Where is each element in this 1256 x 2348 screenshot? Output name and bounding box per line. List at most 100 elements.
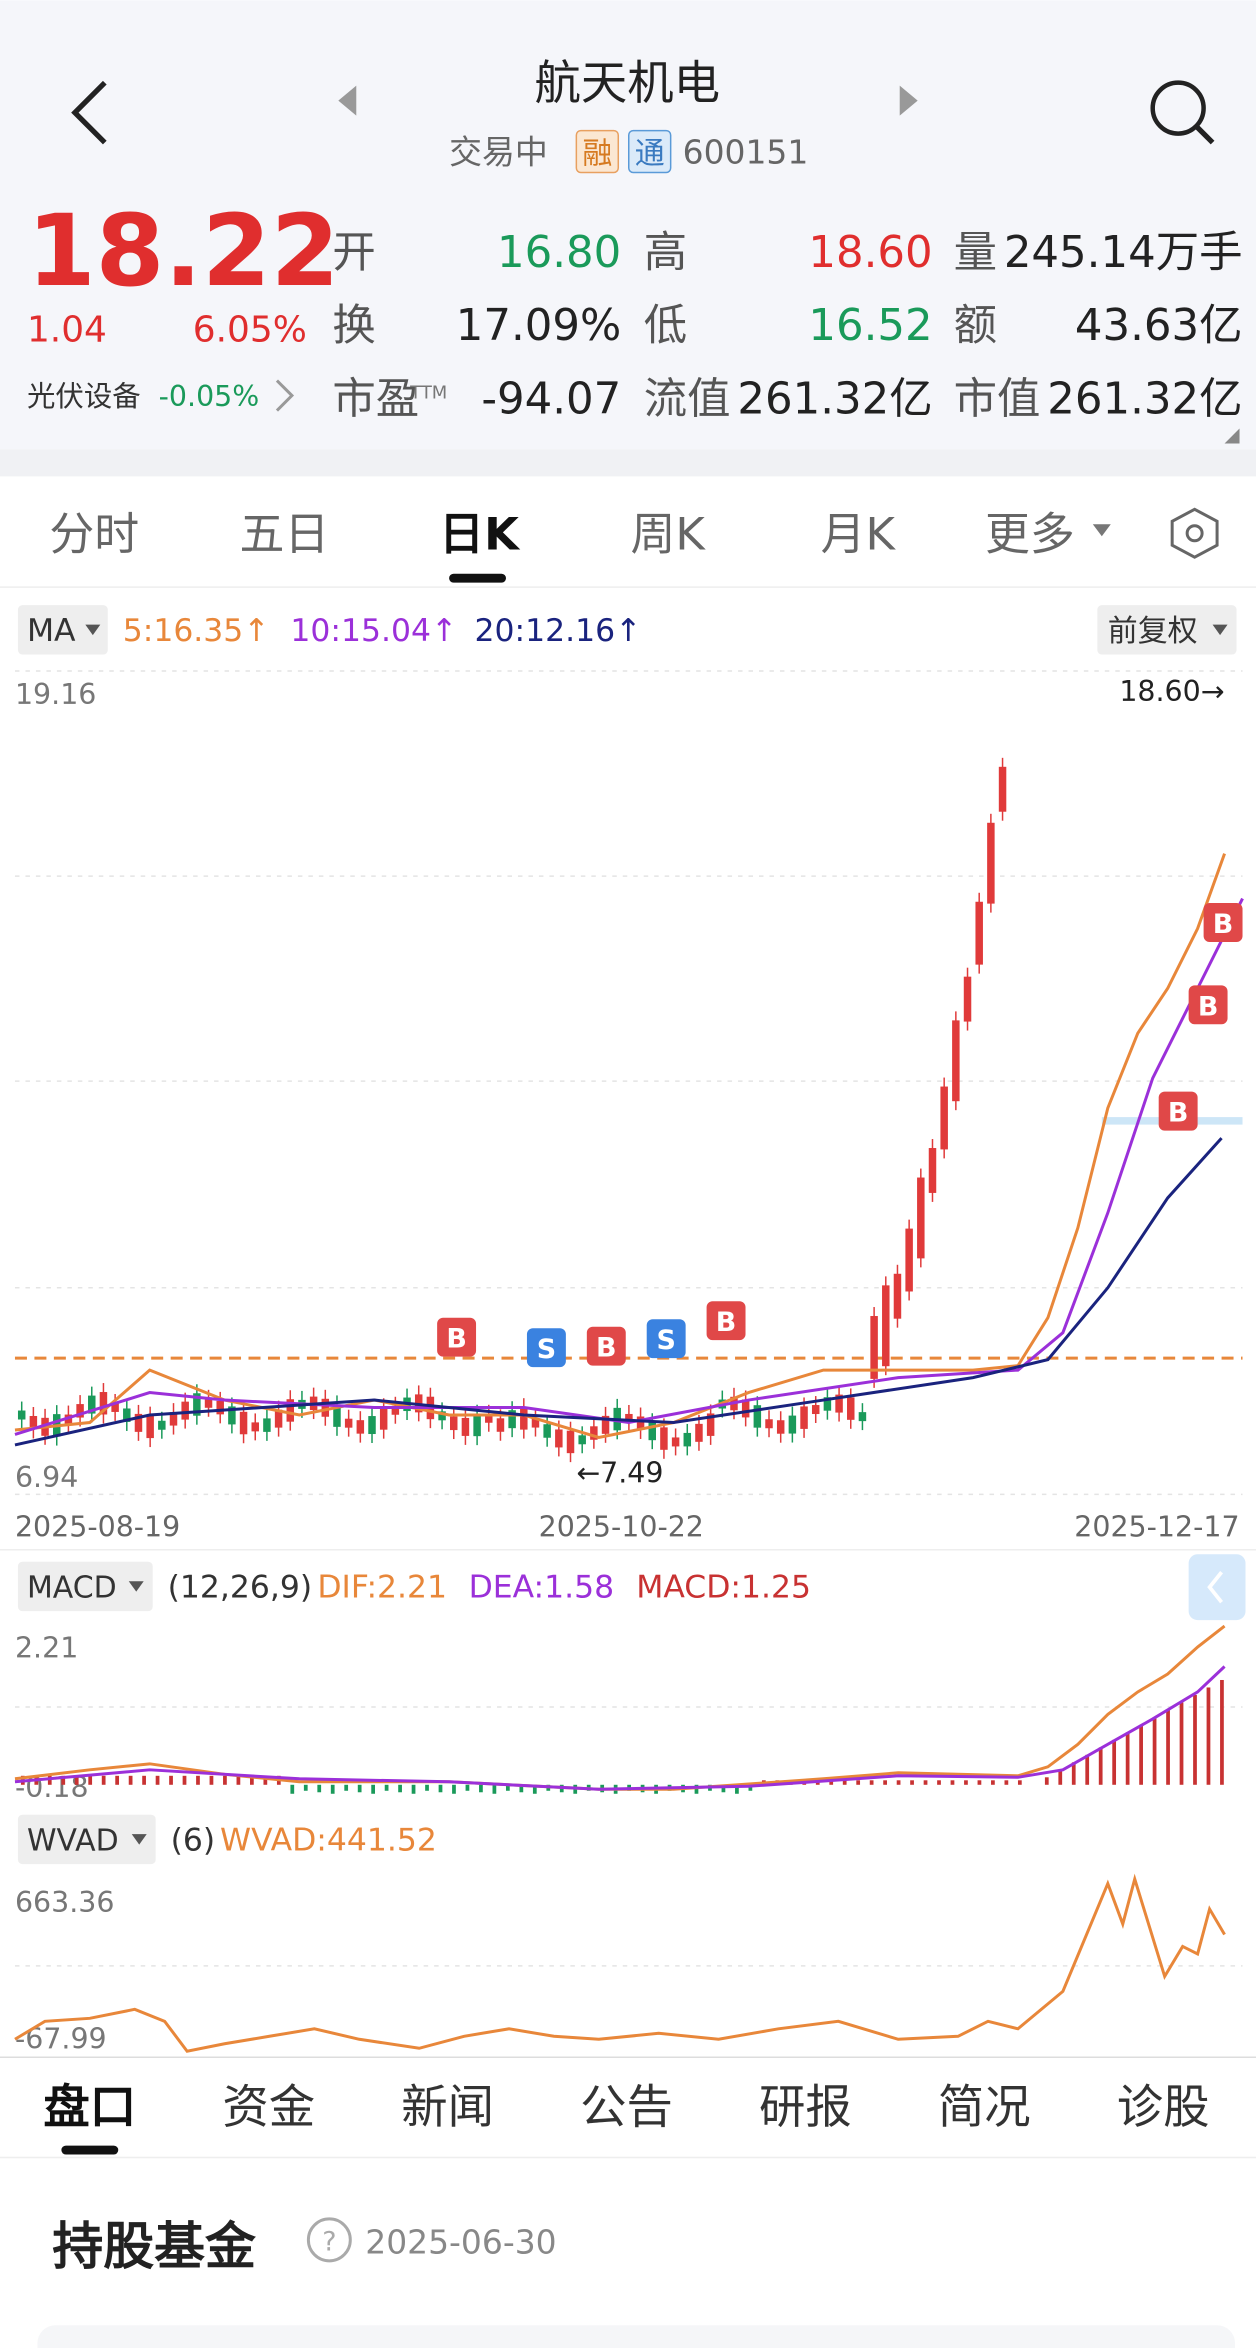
indicator-select[interactable]: [17, 1814, 156, 1865]
collapse[interactable]: [1188, 1554, 1246, 1621]
candle-body: [520, 1407, 528, 1430]
macd-bar: [748, 1784, 753, 1791]
field-label: 高: [644, 228, 687, 278]
macd-bar: [923, 1780, 928, 1785]
candle-body: [76, 1404, 84, 1418]
candle-body: [590, 1426, 598, 1440]
ma20-line: [14, 1137, 1223, 1447]
macd-bar: [196, 1775, 200, 1785]
bottom-tab[interactable]: 资金: [222, 2080, 315, 2134]
macd-bar: [465, 1784, 470, 1791]
indicator-select[interactable]: [17, 605, 108, 655]
candles: [17, 757, 1007, 1463]
field-label: 市值: [954, 375, 1041, 425]
candle-body: [695, 1423, 703, 1442]
candle-body: [706, 1413, 715, 1436]
period-tabs: 分时 五日 日K 周K 月K 更多: [49, 508, 1075, 583]
candle-body: [193, 1393, 201, 1416]
macd-bar: [169, 1775, 173, 1785]
field-value: -94.07: [481, 375, 621, 425]
adjust: 前复权: [1108, 614, 1198, 649]
macd-bar: [61, 1775, 66, 1785]
macd-bar: [950, 1780, 955, 1785]
dif: DIF:2.21: [317, 1570, 447, 1606]
indicator-select[interactable]: [17, 1561, 153, 1612]
candle-body: [800, 1406, 808, 1429]
field-value: 245.14万手: [1004, 228, 1243, 278]
macd-bar: [721, 1784, 726, 1793]
adjust-select[interactable]: [1097, 605, 1237, 655]
candle-body: [88, 1395, 96, 1414]
tab[interactable]: 日K: [439, 508, 521, 561]
macd-bar: [115, 1775, 120, 1785]
date-label: 2025-12-17: [1074, 1510, 1239, 1543]
candle-body: [847, 1397, 855, 1420]
macd-bar: [1044, 1777, 1049, 1785]
badge-text: 融: [582, 137, 612, 172]
trade-status: 交易中: [449, 133, 548, 172]
svg-text:B: B: [1213, 909, 1234, 940]
candle-body: [333, 1404, 341, 1427]
macd-bar: [937, 1780, 941, 1785]
macd-bar: [519, 1784, 524, 1793]
macd-bar: [128, 1775, 133, 1785]
candle-body: [286, 1399, 295, 1422]
svg-text:B: B: [1168, 1098, 1189, 1129]
candle-body: [111, 1402, 119, 1412]
bottom-tab[interactable]: 简况: [938, 2080, 1031, 2134]
macd-bar: [182, 1775, 187, 1785]
back-button[interactable]: [71, 80, 107, 145]
macd-bar: [532, 1784, 537, 1794]
candle-body: [683, 1432, 692, 1447]
header-bg: [0, 0, 1256, 450]
settings[interactable]: [1170, 507, 1219, 559]
macd-bar: [1206, 1687, 1211, 1785]
search-button[interactable]: [1150, 80, 1206, 136]
candle-body: [216, 1400, 224, 1415]
tab[interactable]: 五日: [240, 508, 330, 561]
macd-bar: [829, 1780, 834, 1785]
candle-body: [496, 1418, 505, 1432]
candle-body: [531, 1418, 540, 1428]
macd-bar: [411, 1784, 416, 1794]
macd-bar: [142, 1775, 146, 1785]
prev-stock[interactable]: [338, 85, 357, 116]
price: 18.22: [27, 194, 340, 309]
candle-body: [975, 901, 983, 965]
bottom-tab[interactable]: 盘口: [43, 2080, 136, 2134]
date-label: 2025-10-22: [539, 1510, 704, 1543]
badge: [628, 129, 672, 174]
wvad-params: (6): [171, 1823, 216, 1859]
candle-body: [321, 1398, 330, 1417]
candle-body: [858, 1412, 867, 1422]
sector-arrow[interactable]: [275, 379, 295, 412]
bottom-tab[interactable]: 新闻: [401, 2080, 494, 2134]
candle-body: [461, 1417, 470, 1436]
next-stock[interactable]: [899, 85, 918, 116]
field-label: 低: [644, 301, 687, 351]
macd-value: MACD:1.25: [636, 1570, 811, 1606]
bottom-tab[interactable]: 公告: [580, 2080, 673, 2134]
candle-body: [765, 1419, 773, 1429]
macd-bar: [1220, 1679, 1224, 1785]
macd-bar: [371, 1784, 376, 1794]
bottom-tab[interactable]: 诊股: [1117, 2080, 1210, 2134]
ma5: 5:16.35↑: [123, 613, 270, 649]
svg-text:?: ?: [322, 2226, 336, 2257]
macd-bar: [317, 1784, 322, 1793]
macd-bar: [896, 1780, 901, 1785]
macd-bar: [452, 1784, 456, 1794]
candle-body: [811, 1405, 820, 1415]
bottom-tab[interactable]: 研报: [759, 2080, 852, 2134]
tab[interactable]: 月K: [821, 508, 897, 561]
macd-bar: [910, 1780, 914, 1785]
field-value: 18.60: [808, 228, 932, 278]
macd-bar: [263, 1775, 268, 1785]
tab[interactable]: 分时: [49, 508, 139, 561]
macd-bar: [74, 1775, 79, 1785]
tab-indicator: [449, 573, 506, 583]
tab[interactable]: 更多: [985, 508, 1075, 561]
candle-body: [17, 1410, 26, 1420]
tab[interactable]: 周K: [630, 508, 706, 561]
